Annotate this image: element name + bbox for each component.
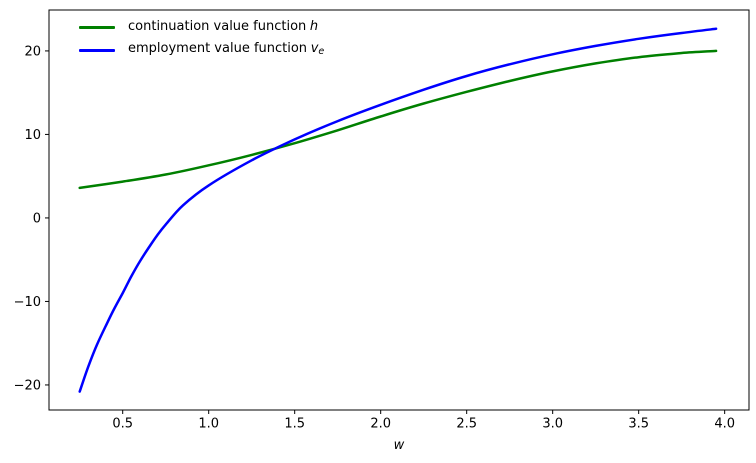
legend-label-subscript: e xyxy=(318,45,325,57)
legend: continuation value function h employment … xyxy=(79,19,324,58)
x-axis-label: w xyxy=(393,438,405,453)
x-tick-label: 3.5 xyxy=(628,417,649,432)
legend-label-math: h xyxy=(309,19,319,34)
legend-line-swatch-blue xyxy=(79,48,115,52)
y-tick-label: −10 xyxy=(14,295,41,310)
y-tick-label: 10 xyxy=(24,128,41,143)
x-tick-label: 1.0 xyxy=(198,417,219,432)
x-tick-label: 2.5 xyxy=(456,417,477,432)
x-tick-label: 2.0 xyxy=(370,417,391,432)
x-tick-label: 4.0 xyxy=(714,417,735,432)
legend-item-h: continuation value function h xyxy=(79,19,324,35)
legend-item-ve: employment value function ve xyxy=(79,41,324,60)
legend-label-text: continuation value function xyxy=(128,19,307,34)
axes-frame xyxy=(48,9,750,411)
y-tick-label: 0 xyxy=(33,211,41,226)
legend-label-ve: employment value function ve xyxy=(128,41,324,60)
legend-line-swatch-green xyxy=(79,25,115,29)
x-tick-label: 1.5 xyxy=(284,417,305,432)
x-tick-label: 0.5 xyxy=(112,417,133,432)
legend-label-math: v xyxy=(310,40,319,56)
series-line-ve xyxy=(78,27,718,393)
legend-label-h: continuation value function h xyxy=(128,19,318,35)
series-line-h xyxy=(78,49,718,190)
y-tick-label: −20 xyxy=(14,378,41,393)
legend-label-text: employment value function xyxy=(128,40,308,56)
y-tick-label: 20 xyxy=(24,44,41,59)
x-tick-label: 3.0 xyxy=(542,417,563,432)
